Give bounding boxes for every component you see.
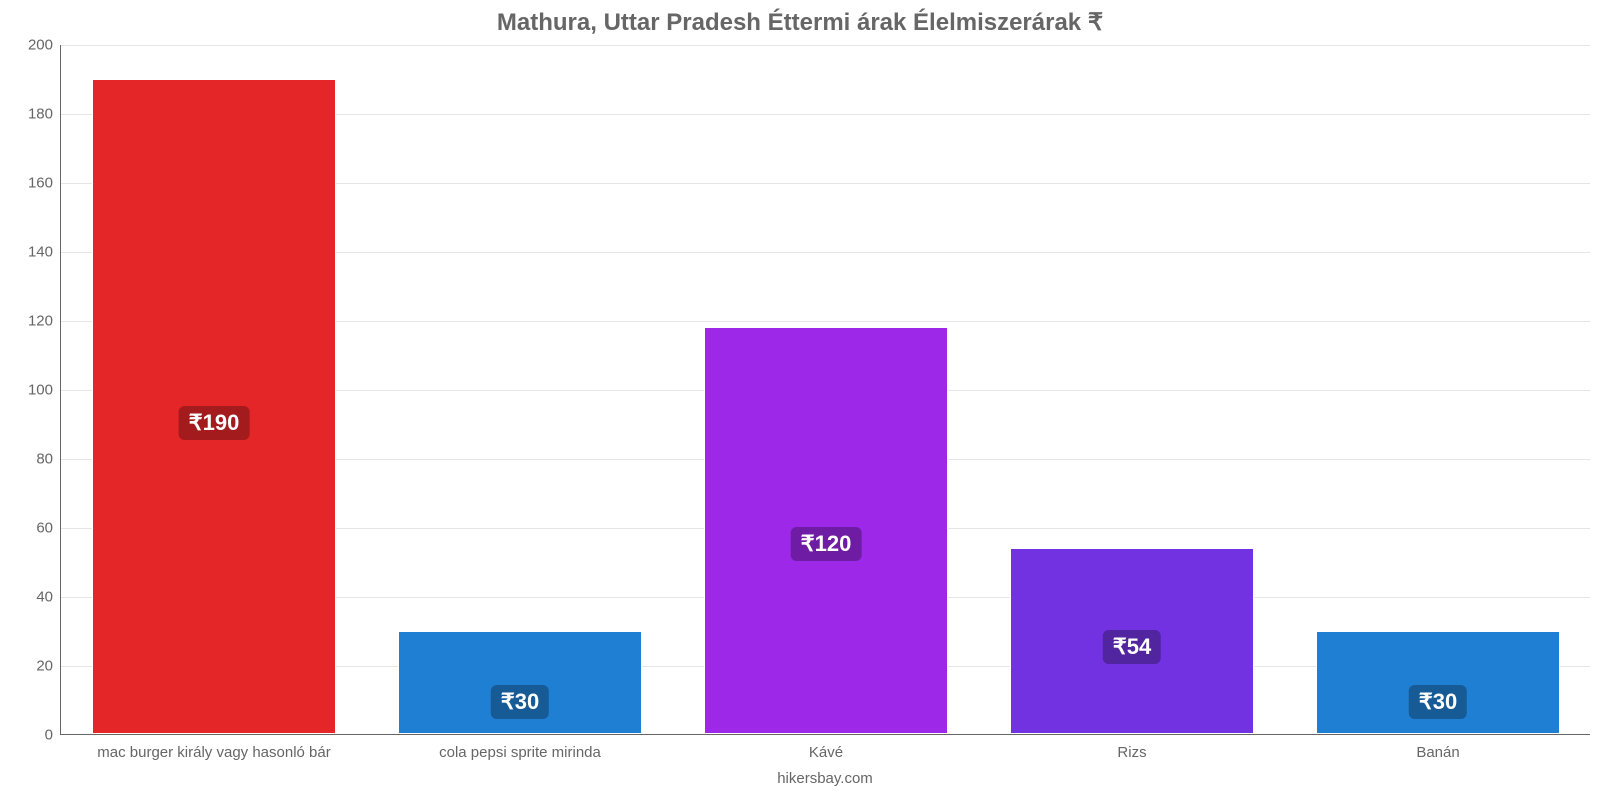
- y-tick-label: 40: [36, 589, 61, 606]
- y-tick-label: 140: [28, 244, 61, 261]
- bar-value-label: ₹30: [1409, 685, 1467, 719]
- plot-area: 020406080100120140160180200₹190mac burge…: [60, 45, 1590, 735]
- y-tick-label: 160: [28, 175, 61, 192]
- x-tick-label: Banán: [1416, 734, 1459, 761]
- y-tick-label: 200: [28, 37, 61, 54]
- bar[interactable]: ₹54: [1010, 548, 1255, 734]
- bar[interactable]: ₹30: [1316, 631, 1561, 735]
- chart-footer: hikersbay.com: [777, 770, 873, 787]
- bar-value-label: ₹30: [491, 685, 549, 719]
- bar-value-label: ₹190: [179, 406, 250, 440]
- x-tick-label: cola pepsi sprite mirinda: [439, 734, 601, 761]
- y-tick-label: 180: [28, 106, 61, 123]
- bar[interactable]: ₹120: [704, 327, 949, 734]
- gridline: [61, 45, 1590, 46]
- y-tick-label: 100: [28, 382, 61, 399]
- x-tick-label: Kávé: [809, 734, 843, 761]
- bar-value-label: ₹120: [791, 527, 862, 561]
- y-tick-label: 20: [36, 658, 61, 675]
- y-tick-label: 60: [36, 520, 61, 537]
- y-tick-label: 0: [45, 727, 61, 744]
- bar[interactable]: ₹30: [398, 631, 643, 735]
- bar-value-label: ₹54: [1103, 630, 1161, 664]
- x-tick-label: mac burger király vagy hasonló bár: [97, 734, 330, 761]
- y-tick-label: 80: [36, 451, 61, 468]
- chart-title: Mathura, Uttar Pradesh Éttermi árak Élel…: [0, 0, 1600, 37]
- x-tick-label: Rizs: [1117, 734, 1146, 761]
- bar[interactable]: ₹190: [92, 79, 337, 735]
- y-tick-label: 120: [28, 313, 61, 330]
